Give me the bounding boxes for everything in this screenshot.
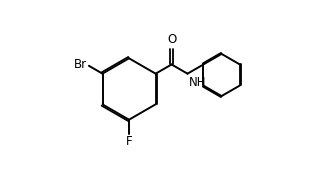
Text: NH: NH — [188, 76, 206, 89]
Text: F: F — [126, 135, 132, 148]
Text: Br: Br — [74, 58, 87, 71]
Text: O: O — [167, 33, 176, 46]
